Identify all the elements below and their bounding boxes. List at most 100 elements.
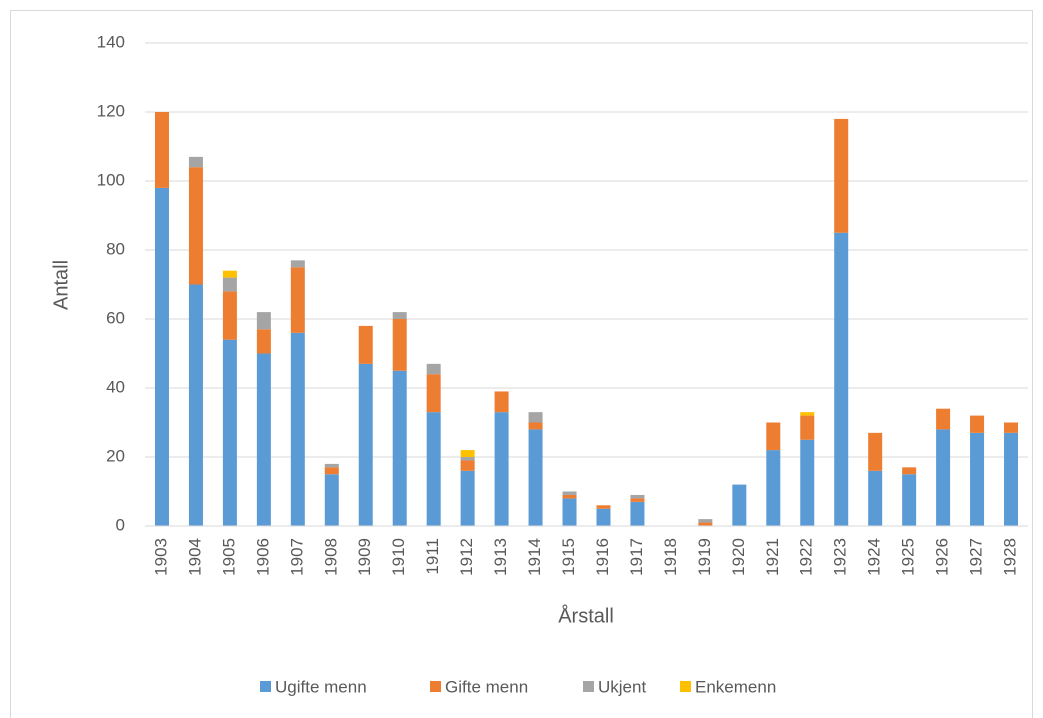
bar-segment bbox=[324, 467, 339, 475]
x-tick-label: 1921 bbox=[763, 538, 782, 576]
y-tick-label: 60 bbox=[106, 308, 125, 327]
bar-segment bbox=[766, 422, 781, 451]
bar-segment bbox=[902, 467, 917, 475]
bar-segment bbox=[188, 167, 203, 285]
x-tick-label: 1907 bbox=[287, 538, 306, 576]
x-tick-label: 1912 bbox=[457, 538, 476, 576]
bar-segment bbox=[290, 332, 305, 526]
bar-segment bbox=[834, 118, 849, 233]
bar-segment bbox=[1004, 422, 1019, 433]
x-axis-label: Årstall bbox=[558, 604, 614, 627]
x-tick-label: 1913 bbox=[491, 538, 510, 576]
bar-segment bbox=[222, 291, 237, 340]
bar-segment bbox=[426, 363, 441, 375]
x-tick-label: 1925 bbox=[899, 538, 918, 576]
bar-segment bbox=[528, 412, 543, 423]
bar-segment bbox=[256, 353, 271, 526]
x-tick-label: 1904 bbox=[185, 538, 204, 576]
x-tick-label: 1926 bbox=[933, 538, 952, 576]
y-tick-label: 100 bbox=[97, 170, 125, 189]
bar-segment bbox=[868, 432, 883, 471]
x-tick-label: 1909 bbox=[355, 538, 374, 576]
legend-label: Ukjent bbox=[598, 677, 646, 696]
bar-segment bbox=[290, 260, 305, 268]
x-tick-label: 1917 bbox=[627, 538, 646, 576]
y-tick-label: 80 bbox=[106, 239, 125, 258]
bar-segment bbox=[970, 415, 985, 433]
x-tick-label: 1914 bbox=[525, 538, 544, 576]
bar-segment bbox=[494, 391, 509, 413]
bar-segment bbox=[188, 156, 203, 168]
bar-segment bbox=[392, 319, 407, 371]
x-tick-label: 1919 bbox=[695, 538, 714, 576]
bar-segment bbox=[426, 374, 441, 413]
legend-label: Gifte menn bbox=[445, 677, 528, 696]
bar-segment bbox=[324, 474, 339, 526]
bar-segment bbox=[528, 429, 543, 526]
x-tick-label: 1905 bbox=[219, 538, 238, 576]
legend-swatch bbox=[583, 681, 594, 692]
x-tick-label: 1906 bbox=[253, 538, 272, 576]
bar-segment bbox=[562, 498, 577, 526]
legend-swatch bbox=[260, 681, 271, 692]
bar-segment bbox=[630, 494, 645, 499]
bar-segment bbox=[868, 470, 883, 526]
bar-segment bbox=[392, 370, 407, 526]
y-tick-label: 20 bbox=[106, 446, 125, 465]
bar-segment bbox=[290, 267, 305, 333]
legend-swatch bbox=[680, 681, 691, 692]
bar-segment bbox=[800, 412, 815, 416]
bar-segment bbox=[460, 470, 475, 526]
bar-segment bbox=[698, 519, 713, 523]
x-tick-label: 1915 bbox=[559, 538, 578, 576]
bar-segment bbox=[392, 312, 407, 319]
bar-segment bbox=[358, 325, 373, 364]
bar-segment bbox=[256, 329, 271, 354]
bar-segment bbox=[562, 491, 577, 495]
y-tick-label: 40 bbox=[106, 377, 125, 396]
bar-segment bbox=[188, 284, 203, 526]
bar-segment bbox=[766, 450, 781, 526]
bar-segment bbox=[800, 439, 815, 526]
x-tick-label: 1911 bbox=[423, 538, 442, 575]
bar-segment bbox=[630, 501, 645, 526]
x-tick-label: 1922 bbox=[797, 538, 816, 576]
bar-segment bbox=[970, 432, 985, 526]
legend-label: Ugifte menn bbox=[275, 677, 367, 696]
bar-segment bbox=[460, 450, 475, 457]
x-tick-label: 1924 bbox=[865, 538, 884, 576]
y-tick-label: 120 bbox=[97, 101, 125, 120]
bar-segment bbox=[256, 312, 271, 330]
x-tick-label: 1918 bbox=[661, 538, 680, 576]
bar-segment bbox=[562, 494, 577, 499]
bar-segment bbox=[494, 412, 509, 526]
legend-label: Enkemenn bbox=[695, 677, 776, 696]
bar-segment bbox=[902, 474, 917, 526]
x-tick-label: 1910 bbox=[389, 538, 408, 576]
bar-segment bbox=[528, 422, 543, 430]
bar-segment bbox=[426, 412, 441, 526]
bar-segment bbox=[596, 508, 611, 526]
bar-segment bbox=[936, 408, 951, 430]
x-tick-label: 1903 bbox=[151, 538, 170, 576]
bar-segment bbox=[596, 505, 611, 509]
chart-border bbox=[10, 10, 1033, 718]
bar-segment bbox=[154, 112, 169, 188]
x-tick-label: 1923 bbox=[831, 538, 850, 576]
bar-segment bbox=[358, 363, 373, 526]
bar-segment bbox=[460, 457, 475, 461]
x-tick-label: 1908 bbox=[321, 538, 340, 576]
bar-segment bbox=[460, 460, 475, 471]
bar-segment bbox=[834, 232, 849, 526]
x-tick-label: 1928 bbox=[1001, 538, 1020, 576]
bar-segment bbox=[154, 187, 169, 526]
bar-segment bbox=[324, 463, 339, 468]
y-tick-label: 140 bbox=[97, 32, 125, 51]
bar-segment bbox=[222, 270, 237, 278]
bar-segment bbox=[800, 415, 815, 440]
bar-segment bbox=[732, 484, 747, 526]
bar-segment bbox=[630, 498, 645, 502]
bar-segment bbox=[222, 339, 237, 526]
bar-segment bbox=[222, 277, 237, 292]
